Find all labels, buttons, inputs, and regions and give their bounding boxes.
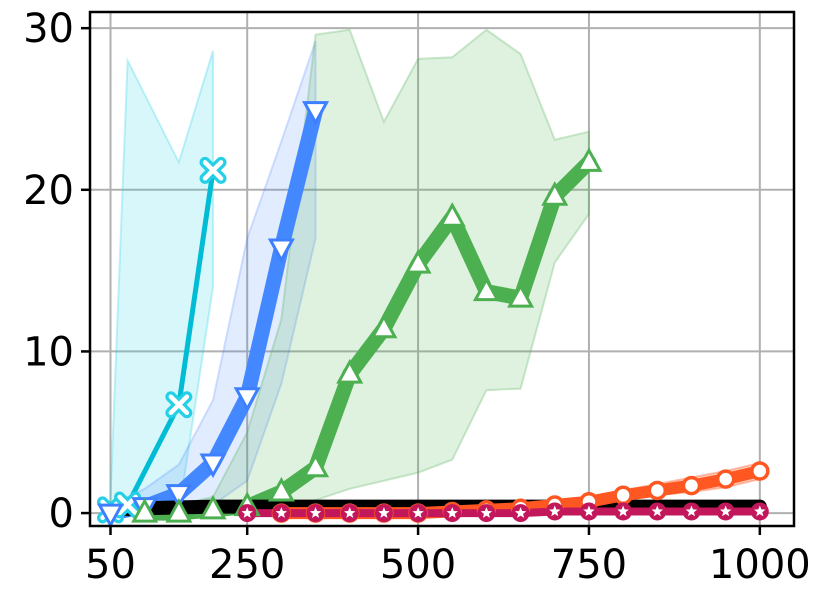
star-marker — [685, 505, 698, 517]
x-marker — [199, 156, 227, 184]
triangle-down-marker — [233, 387, 261, 412]
x-marker — [165, 391, 193, 419]
triangle-up-marker — [336, 358, 364, 384]
star-marker — [446, 507, 458, 518]
confidence-bands — [109, 28, 761, 515]
star-marker — [617, 505, 629, 517]
star-marker — [719, 505, 732, 517]
triangle-up-marker — [370, 313, 398, 339]
triangle-up-marker — [438, 202, 466, 227]
star-marker — [344, 507, 356, 518]
triangle-up-marker — [472, 276, 500, 302]
triangle-down-marker — [267, 238, 295, 264]
x-tick-label: 250 — [209, 542, 285, 588]
y-tick-label: 0 — [49, 491, 74, 537]
star-marker — [651, 505, 664, 517]
x-tick-label: 50 — [85, 542, 136, 588]
y-tick-label: 10 — [23, 329, 74, 375]
circle-marker — [681, 475, 702, 496]
triangle-up-marker — [199, 494, 227, 520]
x-marker-inner — [202, 160, 224, 181]
triangle-up-marker — [302, 452, 330, 478]
star-marker — [514, 507, 527, 518]
triangle-down-marker — [96, 503, 125, 529]
star-marker — [309, 507, 322, 518]
triangle-up-marker — [575, 147, 603, 172]
circle-marker — [613, 485, 633, 506]
x-tick-label: 750 — [551, 542, 627, 588]
series-markers — [96, 101, 770, 529]
triangle-down-marker — [302, 101, 330, 126]
circle-marker — [750, 461, 770, 481]
series-line — [243, 507, 764, 518]
y-tick-label: 20 — [23, 168, 74, 214]
star-marker — [549, 505, 561, 517]
star-marker — [480, 507, 493, 518]
triangle-up-marker — [165, 497, 193, 523]
circle-marker — [715, 469, 736, 489]
star-marker — [275, 507, 288, 518]
triangle-up-marker — [541, 181, 569, 206]
star-marker — [412, 507, 424, 518]
triangle-up-marker — [131, 497, 159, 523]
circle-marker — [647, 480, 668, 501]
star-marker — [378, 507, 390, 518]
triangle-up-marker — [267, 476, 295, 502]
star-marker — [754, 505, 766, 517]
triangle-down-marker — [199, 453, 227, 479]
axis-ticks: 50 250 500 750 1000 0 10 20 30 — [23, 6, 811, 588]
plot-frame — [88, 10, 796, 528]
x-tick-label: 1000 — [709, 542, 811, 588]
star-marker — [583, 505, 595, 517]
x-tick-label: 500 — [380, 542, 456, 588]
triangle-down-marker — [165, 484, 193, 509]
triangle-up-marker — [404, 249, 432, 274]
triangle-up-marker — [507, 282, 535, 308]
x-marker-inner — [168, 394, 190, 416]
y-tick-label: 30 — [23, 6, 74, 52]
star-marker — [241, 507, 253, 518]
